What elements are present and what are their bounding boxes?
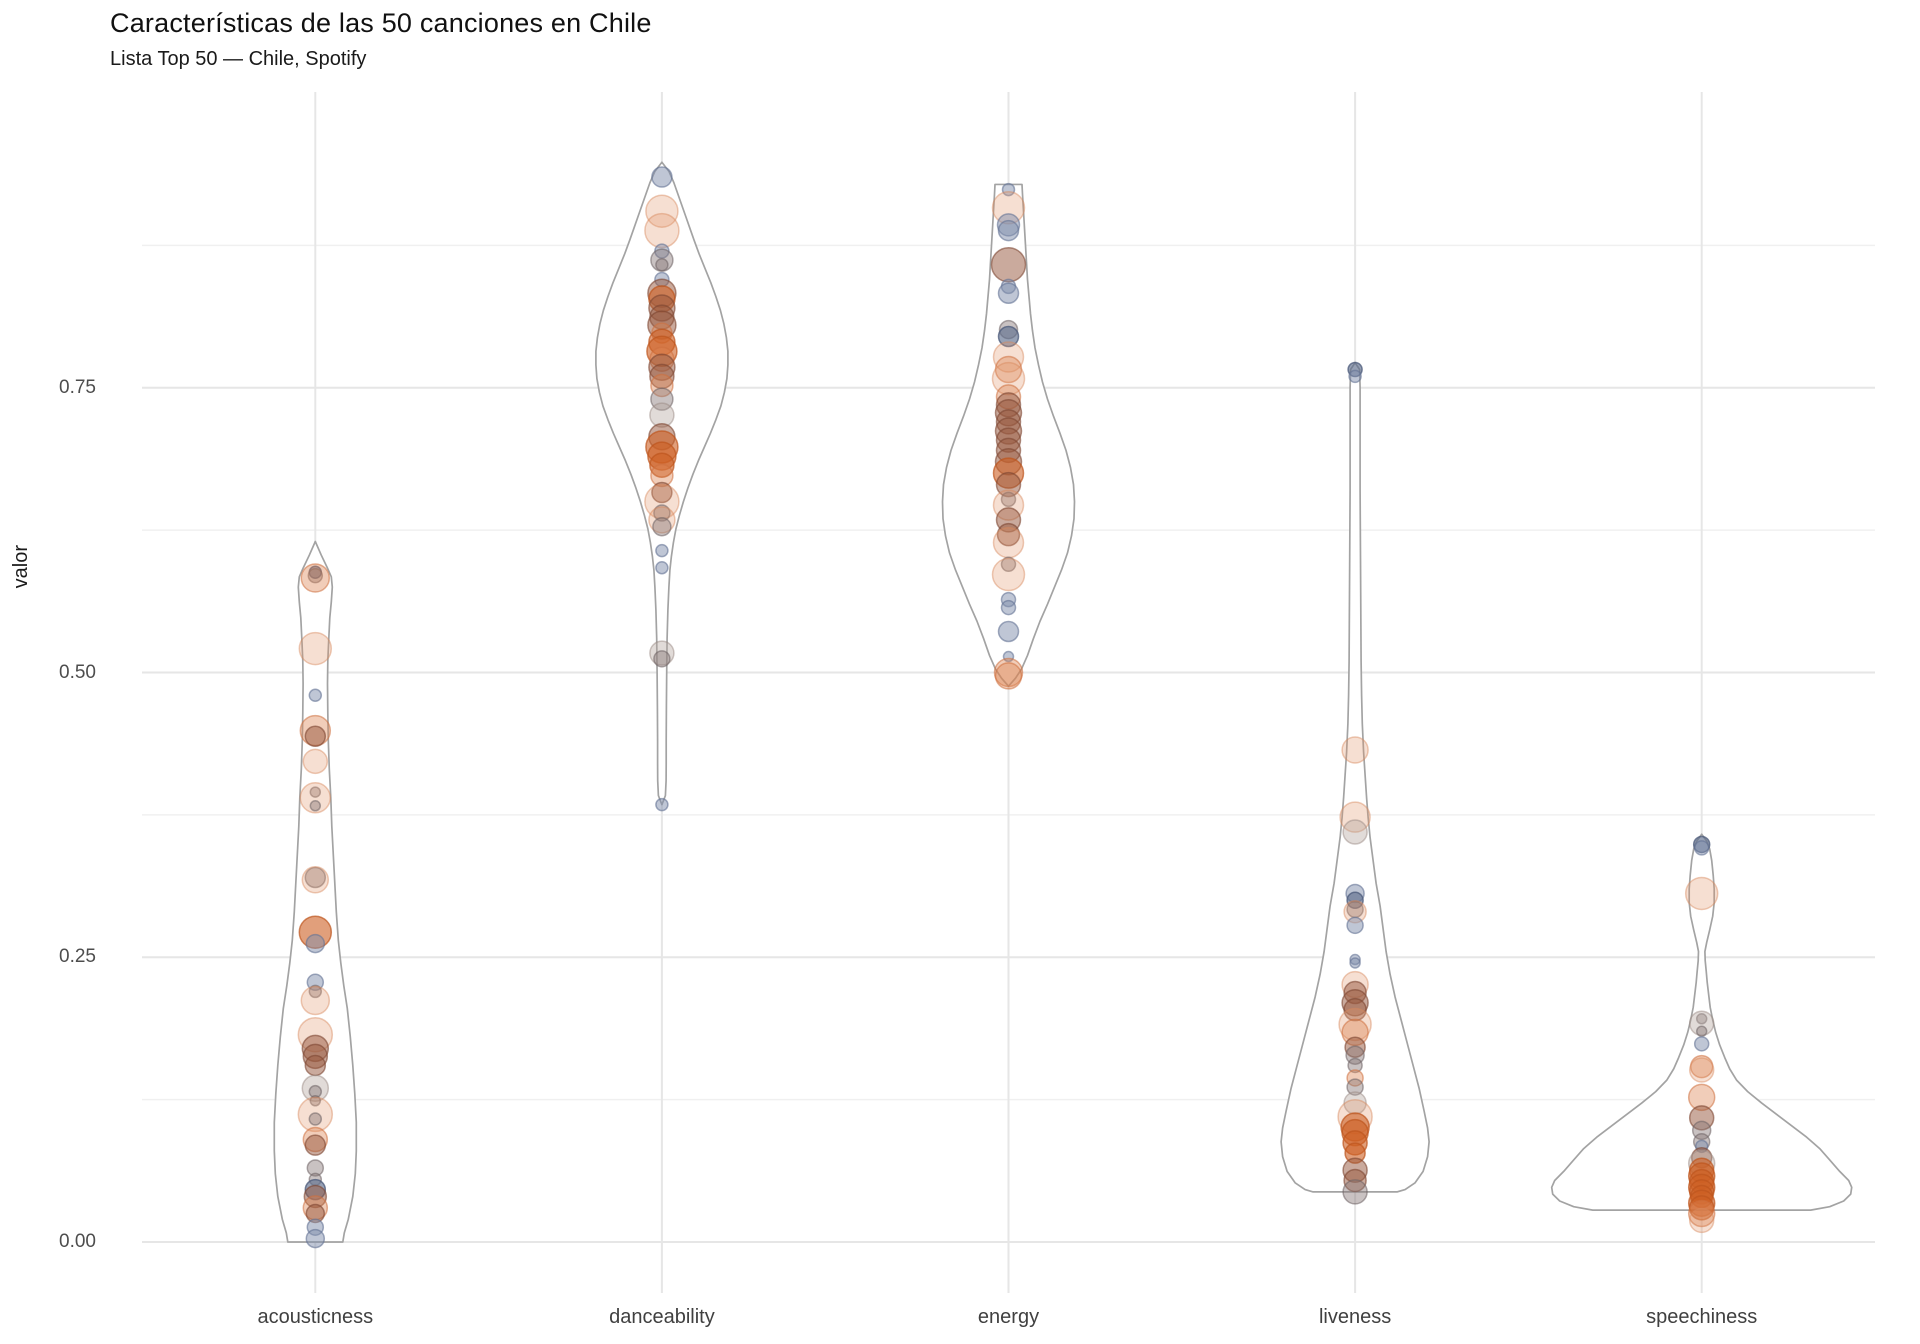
data-point-danceability (644, 212, 680, 249)
data-point-acousticness (300, 563, 331, 593)
x-category-label: acousticness (257, 1306, 374, 1328)
data-point-danceability (655, 560, 669, 575)
chart-title: Características de las 50 canciones en C… (110, 8, 652, 38)
data-point-speechiness (1688, 1010, 1715, 1037)
data-point-acousticness (309, 1095, 322, 1107)
data-point-liveness (1342, 1179, 1368, 1205)
x-category-label: speechiness (1646, 1306, 1758, 1328)
x-category-label: liveness (1318, 1306, 1392, 1328)
chart-subtitle: Lista Top 50 — Chile, Spotify (110, 48, 367, 70)
data-point-acousticness (298, 631, 333, 666)
data-point-acousticness (309, 800, 322, 812)
y-tick-label: 0.25 (59, 946, 96, 968)
data-point-danceability (652, 516, 672, 537)
y-tick-label: 0.00 (59, 1231, 96, 1252)
data-point-speechiness (1687, 1199, 1716, 1228)
data-point-danceability (655, 257, 669, 272)
data-point-danceability (648, 506, 676, 534)
data-point-acousticness (309, 786, 322, 798)
data-point-acousticness (306, 1159, 325, 1177)
data-point-acousticness (297, 1096, 334, 1133)
data-point-liveness (1348, 369, 1362, 384)
x-category-label: energy (977, 1306, 1040, 1328)
data-point-speechiness (1689, 1054, 1714, 1079)
data-point-danceability (653, 504, 671, 522)
data-point-energy (1000, 599, 1017, 616)
data-point-acousticness (301, 866, 330, 894)
data-point-liveness (1346, 916, 1364, 935)
data-point-liveness (1349, 957, 1361, 969)
data-point-acousticness (304, 1134, 327, 1156)
data-point-energy (997, 620, 1020, 643)
data-point-acousticness (307, 567, 324, 584)
data-point-energy (1000, 491, 1017, 508)
data-point-energy (990, 246, 1027, 283)
data-point-acousticness (308, 1112, 323, 1126)
data-point-danceability (650, 373, 674, 398)
data-point-liveness (1344, 1036, 1366, 1058)
data-point-acousticness (304, 1054, 327, 1077)
data-point-liveness (1347, 1057, 1363, 1074)
data-point-acousticness (302, 748, 329, 775)
y-axis-title: valor (10, 545, 32, 589)
data-point-liveness (1346, 1078, 1364, 1096)
data-point-acousticness (301, 1074, 330, 1102)
data-point-speechiness (1695, 1025, 1708, 1038)
y-tick-label: 0.75 (59, 376, 96, 398)
data-point-danceability (653, 650, 671, 668)
data-point-liveness (1346, 891, 1364, 910)
y-tick-label: 0.50 (59, 661, 96, 683)
data-point-danceability (651, 166, 673, 188)
data-point-speechiness (1688, 1057, 1715, 1083)
data-point-speechiness (1693, 840, 1710, 856)
data-point-danceability (645, 194, 679, 228)
data-point-speechiness (1688, 1207, 1715, 1234)
data-point-speechiness (1684, 876, 1719, 911)
data-point-energy (994, 662, 1023, 690)
data-point-acousticness (299, 782, 332, 814)
data-point-acousticness (304, 725, 327, 748)
data-point-energy (997, 219, 1020, 242)
data-point-acousticness (308, 688, 323, 703)
data-point-acousticness (305, 1228, 326, 1249)
data-point-energy (996, 522, 1021, 547)
data-point-danceability (655, 543, 669, 558)
data-point-liveness (1341, 736, 1369, 764)
data-point-acousticness (305, 933, 326, 954)
data-point-danceability (649, 640, 675, 666)
data-point-danceability (651, 481, 673, 504)
data-point-liveness (1343, 997, 1367, 1022)
data-point-danceability (655, 797, 669, 812)
data-point-energy (992, 526, 1025, 559)
data-point-acousticness (304, 866, 327, 889)
data-point-energy (1000, 556, 1017, 573)
data-point-acousticness (308, 1084, 323, 1099)
data-point-energy (991, 557, 1026, 592)
x-category-label: danceability (609, 1306, 715, 1328)
data-point-energy (994, 355, 1023, 384)
data-point-speechiness (1695, 1013, 1708, 1025)
data-point-energy (997, 325, 1020, 348)
data-point-acousticness (300, 985, 331, 1016)
data-point-energy (995, 471, 1022, 498)
data-point-energy (997, 282, 1020, 304)
data-point-liveness (1342, 819, 1368, 845)
data-point-acousticness (308, 984, 323, 999)
data-point-liveness (1339, 801, 1371, 833)
data-point-speechiness (1693, 1036, 1710, 1052)
data-point-danceability (644, 483, 680, 520)
data-point-liveness (1346, 1069, 1364, 1087)
data-point-energy (1001, 182, 1016, 197)
